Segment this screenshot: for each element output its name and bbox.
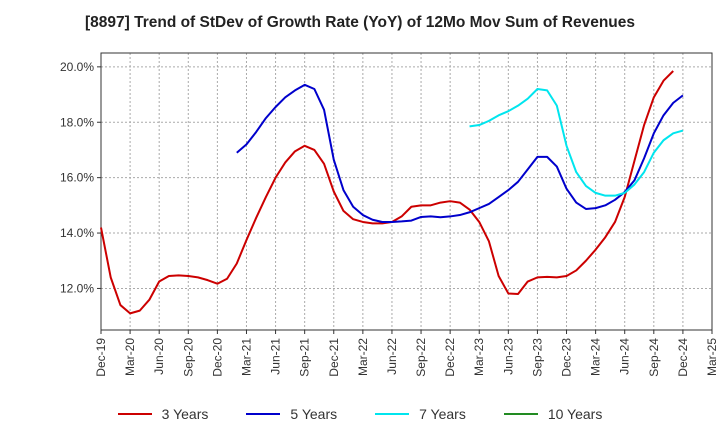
x-tick-label: Mar-25 [705,338,719,376]
legend-item: 3 Years [117,406,209,422]
x-tick-label: Jun-22 [385,338,399,375]
y-tick-label: 12.0% [60,281,94,295]
legend-swatch [117,413,152,415]
y-tick-label: 16.0% [60,171,94,185]
x-tick-label: Dec-19 [94,338,108,377]
legend-label: 10 Years [547,406,603,422]
x-tick-label: Dec-20 [210,338,224,377]
x-tick-label: Sep-23 [530,338,544,377]
x-tick-label: Mar-23 [472,338,486,376]
legend-swatch [375,413,410,415]
x-tick-label: Dec-21 [327,338,341,377]
legend-label: 7 Years [419,406,466,422]
legend-item: 10 Years [503,406,603,422]
x-tick-label: Sep-22 [414,338,428,377]
x-tick-label: Mar-20 [123,338,137,376]
y-tick-label: 18.0% [60,115,94,129]
legend-label: 5 Years [290,406,338,422]
legend-swatch [246,413,281,415]
x-tick-label: Mar-21 [239,338,253,376]
series-line-3-years [100,70,674,315]
series-lines [100,70,684,315]
x-tick-label: Dec-24 [676,338,690,377]
legend-item: 7 Years [375,406,466,422]
x-tick-label: Mar-22 [356,338,370,376]
x-tick-label: Mar-24 [589,338,603,376]
x-tick-label: Jun-21 [269,338,283,375]
x-tick-label: Sep-20 [181,338,195,377]
x-tick-label: Jun-20 [152,338,166,375]
y-tick-label: 14.0% [60,226,94,240]
x-tick-label: Jun-24 [618,338,632,375]
legend-swatch [503,413,538,415]
y-tick-label: 20.0% [60,60,94,74]
series-line-5-years [236,83,684,223]
legend-label: 3 Years [161,406,209,422]
x-tick-label: Sep-24 [647,338,661,377]
axis-ticks: 12.0% 14.0% 16.0% 18.0% 20.0% Dec-19 Mar-20 Jun… [60,60,719,377]
x-tick-label: Jun-23 [501,338,515,375]
legend: 3 Years 5 Years 7 Years 10 Years [0,406,720,422]
grid-lines [100,53,713,330]
plot-area-border [100,52,713,331]
series-line-7-years [469,88,684,197]
x-tick-label: Dec-23 [560,338,574,377]
chart-title: [8897] Trend of StDev of Growth Rate (Yo… [84,14,636,31]
x-tick-label: Dec-22 [443,338,457,377]
legend-item: 5 Years [246,406,337,422]
x-tick-label: Sep-21 [298,338,312,377]
